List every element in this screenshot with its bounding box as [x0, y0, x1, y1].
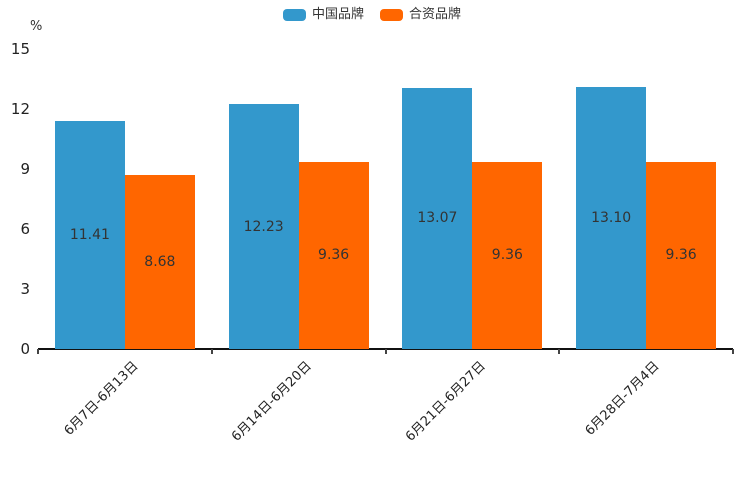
bar-value-label: 9.36	[318, 247, 350, 264]
bar-中国品牌-1[interactable]	[228, 104, 299, 349]
x-axis-tick	[37, 349, 39, 354]
x-axis-tick	[732, 349, 734, 354]
x-axis-tick	[384, 349, 387, 354]
y-tick-label: 15	[10, 40, 30, 58]
bar-value-label: 13.10	[591, 210, 632, 226]
legend-item-0[interactable]: 中国品牌	[282, 7, 364, 23]
legend-swatch-icon	[282, 9, 306, 21]
chart-legend: 中国品牌 合资品牌	[0, 7, 744, 23]
y-tick-label: 3	[20, 280, 30, 298]
bar-合资品牌-0[interactable]	[124, 175, 195, 349]
x-category-label: 6月28日-7月4日	[582, 358, 663, 439]
bar-合资品牌-3[interactable]	[646, 161, 717, 349]
x-category-label: 6月21日-6月27日	[403, 358, 489, 445]
legend-label: 合资品牌	[409, 7, 462, 22]
bar-中国品牌-0[interactable]	[54, 120, 125, 349]
bar-value-label: 9.36	[491, 247, 523, 264]
bar-中国品牌-3[interactable]	[576, 87, 647, 349]
plot-area: 11.41 8.68 6月7日-6月13日 12.23 9.36 6月14日-6月20日 1…	[37, 49, 734, 445]
bar-合资品牌-2[interactable]	[472, 161, 543, 349]
y-tick-label: 6	[20, 220, 30, 238]
bar-value-label: 13.07	[417, 210, 458, 227]
x-axis-tick	[558, 349, 561, 354]
bar-value-label: 8.68	[144, 254, 176, 271]
legend-swatch-icon	[380, 9, 403, 21]
y-tick-label: 9	[20, 160, 30, 178]
bar-合资品牌-1[interactable]	[298, 161, 369, 349]
legend-item-1[interactable]: 合资品牌	[380, 7, 461, 23]
bar-value-label: 9.36	[665, 247, 697, 264]
y-tick-label: 12	[10, 100, 30, 118]
bar-value-label: 11.41	[69, 226, 110, 243]
y-axis: 0 3 6 9 12 15	[0, 40, 30, 358]
x-axis-tick	[210, 349, 213, 354]
bar-value-label: 12.23	[243, 218, 284, 235]
x-category-label: 6月7日-6月13日	[61, 358, 142, 439]
bar-中国品牌-2[interactable]	[402, 87, 473, 349]
y-axis-unit-label: %	[30, 19, 43, 34]
x-category-label: 6月14日-6月20日	[229, 358, 316, 445]
legend-label: 中国品牌	[311, 7, 364, 22]
y-tick-label: 0	[20, 340, 30, 358]
